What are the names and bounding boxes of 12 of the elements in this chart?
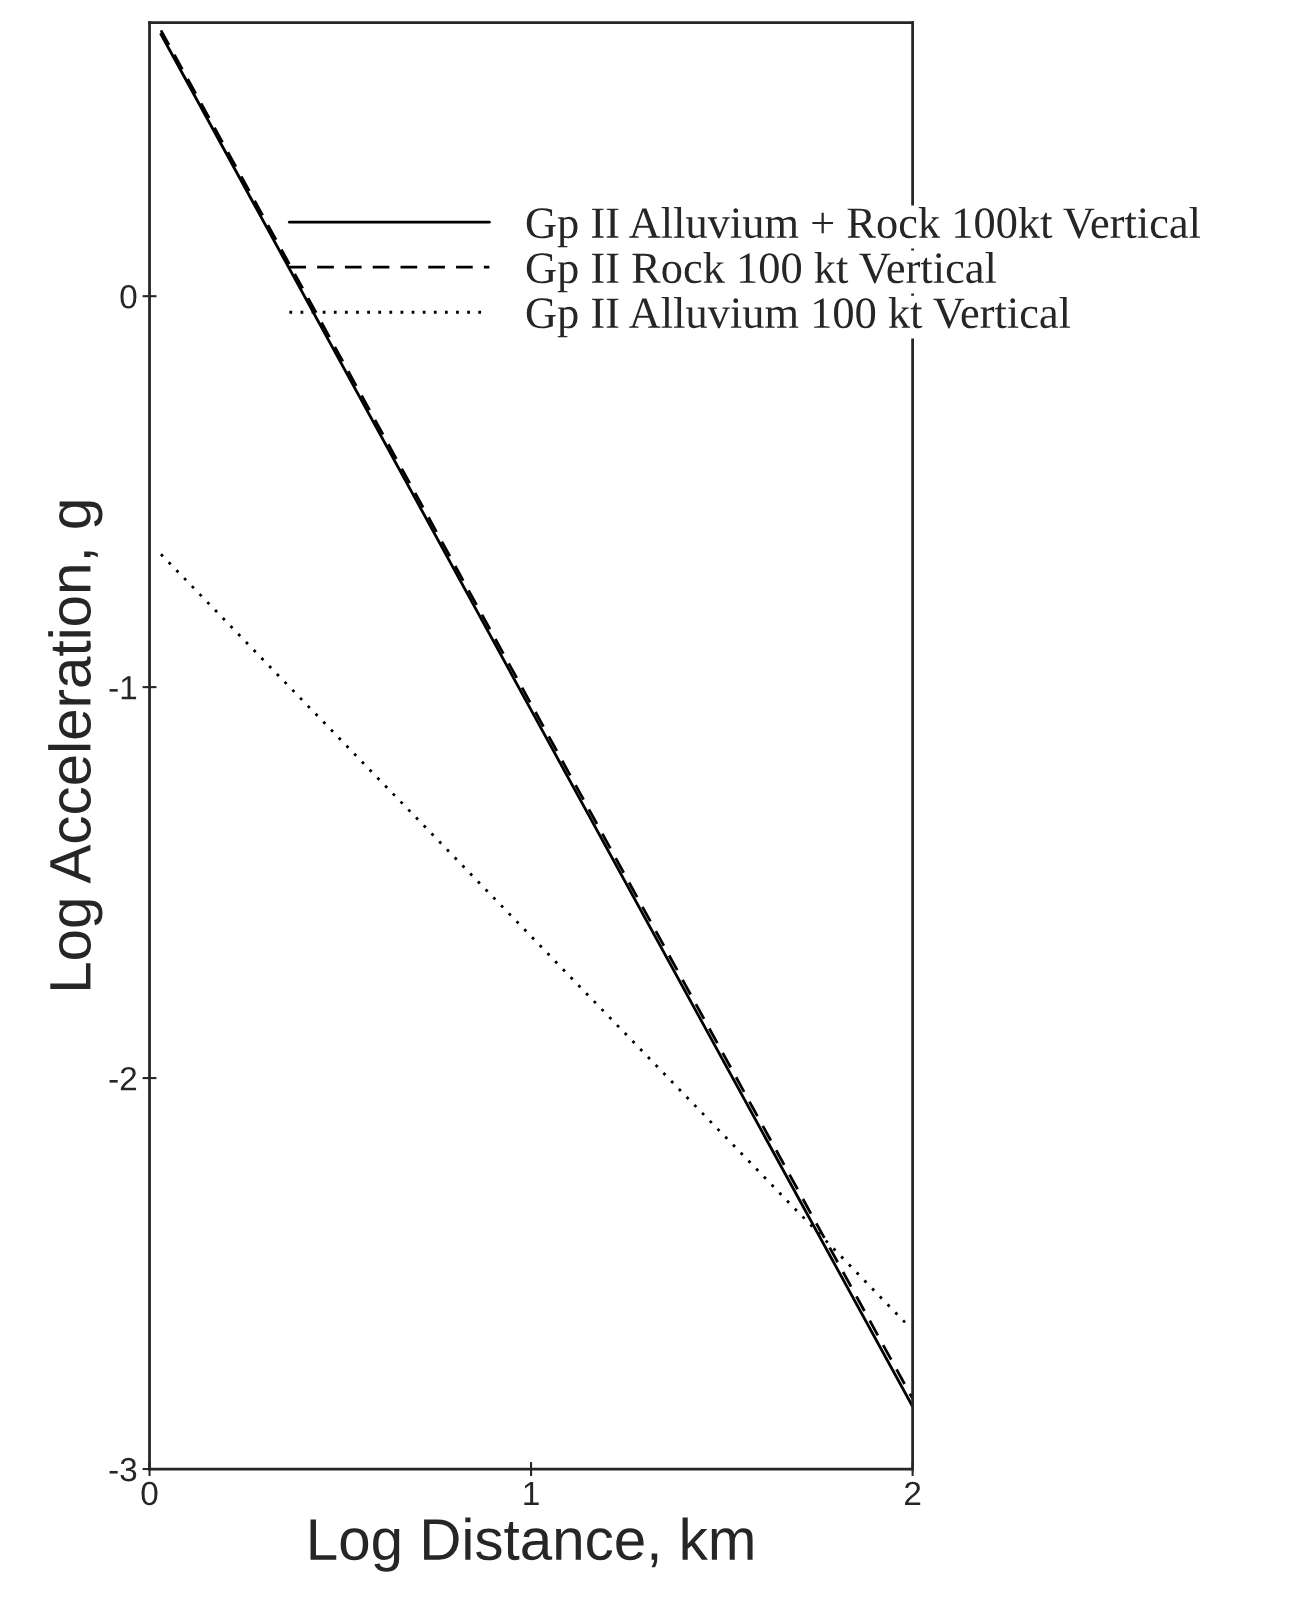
- legend-label: Gp II Alluvium + Rock 100kt Vertical: [526, 206, 1201, 248]
- x-axis-title: Log Distance, km: [310, 1517, 753, 1572]
- x-tick-label: 0: [141, 1481, 158, 1506]
- y-tick-label: -3: [109, 1457, 137, 1482]
- y-axis-title: Log Acceleration, g: [48, 501, 103, 990]
- legend-label: Gp II Rock 100 kt Vertical: [526, 251, 996, 293]
- x-tick-label: 1: [524, 1482, 539, 1505]
- y-tick-label: -1: [109, 676, 137, 700]
- y-tick-label: 0: [120, 284, 137, 309]
- x-tick-label: 2: [905, 1481, 921, 1505]
- legend-label: Gp II Alluvium 100 kt Vertical: [526, 296, 1071, 338]
- y-tick-label: -2: [109, 1066, 137, 1091]
